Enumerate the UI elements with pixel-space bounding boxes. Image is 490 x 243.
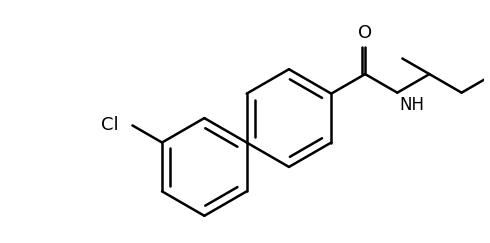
Text: Cl: Cl xyxy=(101,116,119,134)
Text: O: O xyxy=(358,24,372,42)
Text: NH: NH xyxy=(399,95,424,114)
